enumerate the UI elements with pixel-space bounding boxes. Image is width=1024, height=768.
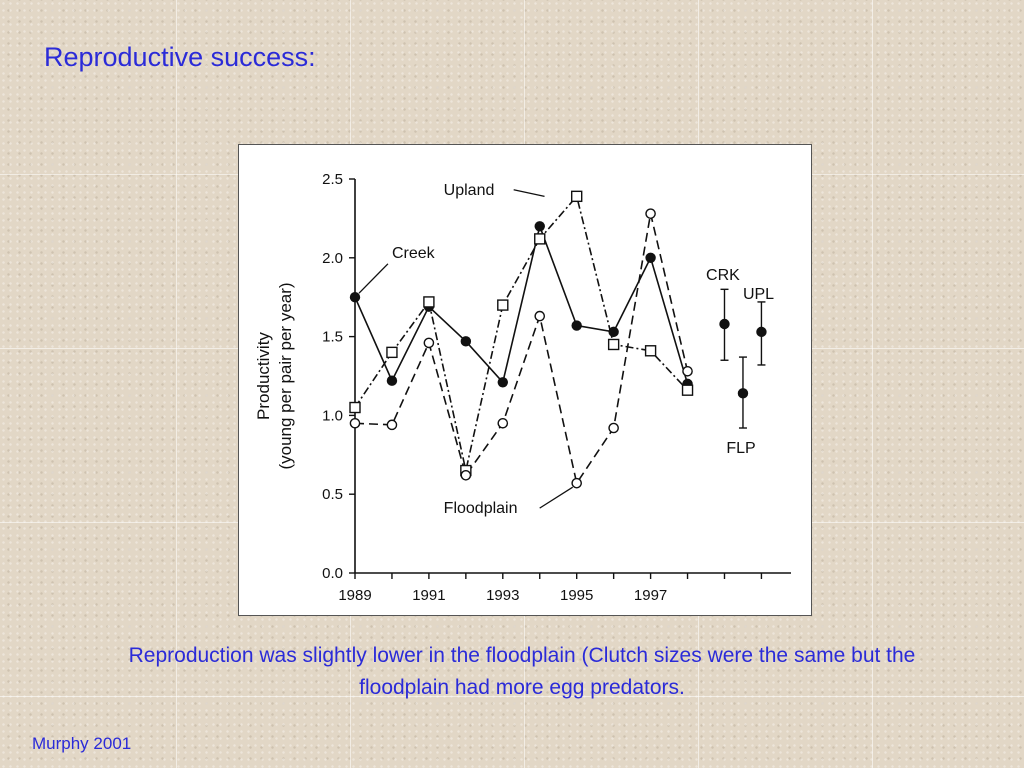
x-tick-label: 1997 <box>634 587 667 604</box>
leader-line-upland <box>513 189 545 197</box>
data-point-creek <box>645 252 656 263</box>
data-point-upland <box>497 299 509 311</box>
series-label-creek: Creek <box>392 245 436 262</box>
data-point-upland <box>607 338 620 351</box>
citation: Murphy 2001 <box>32 734 132 753</box>
data-point-upland <box>681 384 694 396</box>
series-label-upland: Upland <box>444 182 495 199</box>
data-point-upland <box>386 346 398 359</box>
data-point-floodplain <box>608 422 619 434</box>
data-point-floodplain <box>534 310 546 322</box>
slide-title: Reproductive success: <box>44 42 316 72</box>
data-point-floodplain <box>682 365 693 377</box>
data-point-floodplain <box>645 208 656 219</box>
data-point-creek <box>534 221 545 232</box>
x-tick-label: 1995 <box>560 587 593 604</box>
data-point-creek <box>349 292 361 303</box>
x-tick-label: 1993 <box>486 587 519 604</box>
productivity-chart: 1989 1991 1993 1995 1997 0.0 0.5 1.0 1.5 2.0 2.5 Pr… <box>254 171 791 604</box>
data-point-floodplain <box>571 477 582 489</box>
x-tick-label: 1989 <box>338 587 371 604</box>
y-tick-label: 1.0 <box>322 407 343 424</box>
data-point-creek <box>608 326 619 338</box>
summary-label-flp: FLP <box>726 440 755 457</box>
data-point-upland <box>534 233 546 245</box>
summary-point-crk <box>719 318 730 330</box>
data-point-floodplain <box>349 417 361 429</box>
data-point-creek <box>460 336 472 347</box>
tile-seam <box>176 0 177 768</box>
data-point-upland <box>349 401 361 414</box>
data-point-upland <box>644 345 657 357</box>
tile-seam <box>872 0 873 768</box>
tile-seam <box>0 696 1024 697</box>
data-point-upland <box>570 190 583 203</box>
series-line-floodplain <box>354 213 689 486</box>
data-point-floodplain <box>423 337 435 349</box>
data-point-creek <box>497 377 508 388</box>
chart-frame: 1989 1991 1993 1995 1997 0.0 0.5 1.0 1.5 2.0 2.5 Pr… <box>238 144 812 616</box>
x-tick-label: 1991 <box>412 587 445 604</box>
summary-label-crk: CRK <box>706 267 740 284</box>
summary-label-upl: UPL <box>743 286 774 303</box>
data-point-creek <box>571 320 582 331</box>
series-label-floodplain: Floodplain <box>444 500 518 517</box>
summary-point-flp <box>737 388 749 399</box>
data-point-upland <box>423 296 435 308</box>
y-tick-label: 1.5 <box>322 329 343 346</box>
y-tick-label: 0.0 <box>322 565 343 582</box>
leader-line-creek <box>358 263 389 294</box>
data-point-floodplain <box>497 417 509 429</box>
y-tick-label: 0.5 <box>322 486 343 503</box>
y-axis-label: Productivity <box>254 332 273 420</box>
data-point-floodplain <box>460 469 472 481</box>
series-line-creek <box>354 223 689 385</box>
data-point-creek <box>386 375 398 386</box>
summary-point-upl <box>756 326 767 338</box>
series-line-upland <box>354 194 689 471</box>
data-point-floodplain <box>386 419 398 431</box>
leader-line-floodplain <box>539 486 574 509</box>
y-tick-label: 2.0 <box>322 250 343 267</box>
slide-caption: Reproduction was slightly lower in the f… <box>128 644 916 699</box>
y-tick-label: 2.5 <box>322 171 343 188</box>
y-axis-label-units: (young per pair per year) <box>276 282 295 469</box>
